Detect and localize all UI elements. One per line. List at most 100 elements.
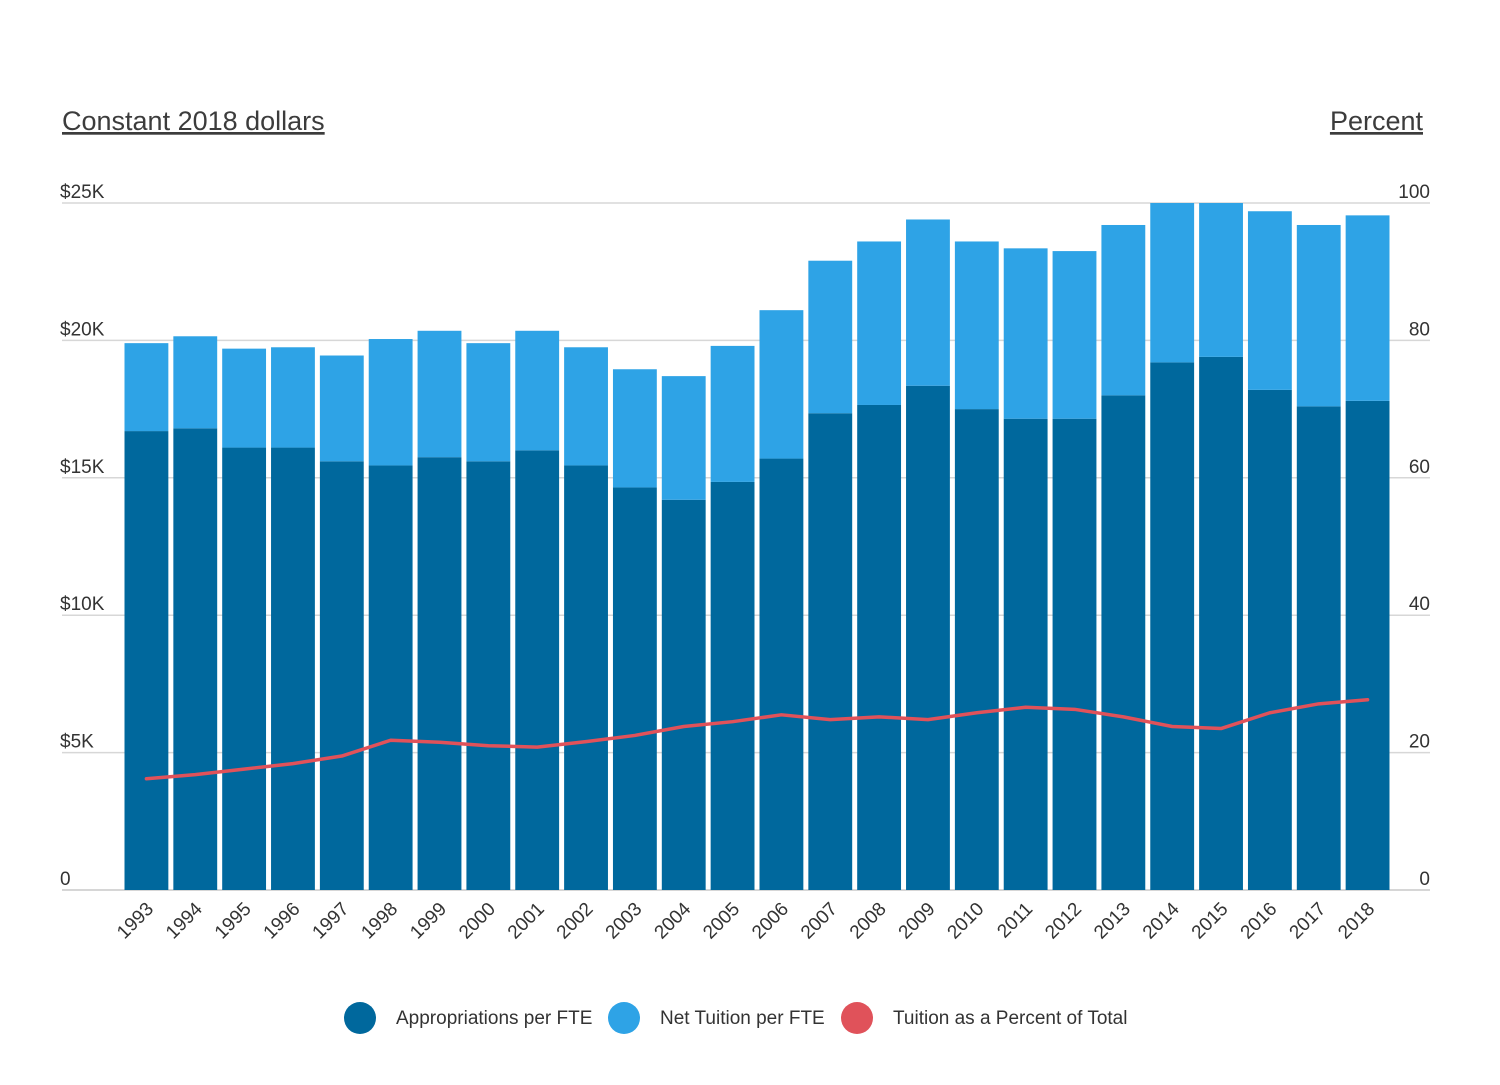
left-tick-label: $20K	[60, 319, 105, 340]
bar-net-tuition	[124, 343, 169, 432]
bar-net-tuition	[1345, 215, 1390, 401]
right-tick-label: 60	[1409, 457, 1430, 478]
x-tick-label: 2009	[895, 899, 940, 944]
x-tick-label: 2015	[1188, 899, 1233, 944]
x-tick-label: 2002	[553, 899, 598, 944]
x-tick-label: 1999	[406, 899, 451, 944]
bar-net-tuition	[319, 355, 364, 462]
percent-line-layer	[144, 697, 1370, 781]
bar-appropriations	[515, 450, 560, 890]
x-tick-label: 2017	[1286, 899, 1331, 944]
bar-appropriations	[1150, 362, 1195, 890]
legend-item-tuition-percent[interactable]: Tuition as a Percent of Total	[841, 1002, 1127, 1034]
bar-appropriations	[661, 499, 706, 890]
x-tick-label: 2016	[1237, 899, 1282, 944]
bar-appropriations	[319, 461, 364, 890]
bar-appropriations	[808, 413, 853, 890]
x-tick-label: 1997	[309, 899, 354, 944]
bar-net-tuition	[1101, 224, 1146, 396]
bar-appropriations	[857, 404, 902, 890]
bar-net-tuition	[222, 348, 267, 448]
x-tick-label: 2003	[602, 899, 647, 944]
x-tick-label: 1993	[113, 899, 158, 944]
bar-net-tuition	[661, 376, 706, 500]
left-tick-label: $15K	[60, 457, 105, 478]
bar-net-tuition	[417, 330, 462, 458]
legend: Appropriations per FTE Net Tuition per F…	[344, 1002, 1127, 1034]
bar-net-tuition	[1247, 211, 1292, 390]
legend-item-net-tuition[interactable]: Net Tuition per FTE	[608, 1002, 825, 1034]
x-tick-label: 2012	[1041, 899, 1086, 944]
bar-appropriations	[1296, 406, 1341, 890]
bar-net-tuition	[759, 310, 804, 459]
bar-net-tuition	[1003, 248, 1048, 419]
bars	[124, 203, 1390, 890]
x-tick-label: 2000	[455, 899, 500, 944]
left-tick-label: $5K	[60, 732, 94, 753]
bar-appropriations	[906, 385, 950, 890]
left-tick-label: 0	[60, 869, 71, 890]
bar-appropriations	[368, 465, 413, 890]
bar-net-tuition	[368, 339, 413, 466]
right-tick-label: 20	[1409, 732, 1430, 753]
bar-appropriations	[1003, 418, 1048, 890]
bar-net-tuition	[612, 369, 657, 488]
bar-appropriations	[1052, 418, 1097, 890]
bar-net-tuition	[710, 345, 755, 482]
legend-marker-net-tuition	[608, 1002, 640, 1034]
bar-net-tuition	[1052, 251, 1097, 419]
bar-net-tuition	[954, 241, 999, 410]
bar-appropriations	[1247, 389, 1292, 890]
x-tick-label: 1998	[357, 899, 402, 944]
x-tick-label: 2008	[846, 899, 891, 944]
bar-net-tuition	[906, 219, 950, 386]
x-tick-label: 1995	[211, 899, 256, 944]
bar-appropriations	[710, 481, 755, 890]
legend-item-appropriations[interactable]: Appropriations per FTE	[344, 1002, 592, 1034]
legend-label-appropriations: Appropriations per FTE	[396, 1008, 592, 1029]
bar-appropriations	[271, 447, 315, 890]
bar-appropriations	[612, 487, 657, 890]
bar-net-tuition	[857, 241, 902, 405]
x-tick-label: 2014	[1139, 898, 1184, 943]
x-tick-label: 2005	[699, 899, 744, 944]
right-tick-label: 0	[1419, 869, 1430, 890]
percent-line	[144, 697, 1370, 781]
x-tick-label: 1994	[162, 898, 207, 943]
right-tick-label: 40	[1409, 594, 1430, 615]
x-axis-labels: 1993 1994 1995 1996 1997 1998 1999 2000 2001 2002…	[113, 898, 1379, 943]
legend-marker-appropriations	[344, 1002, 376, 1034]
bar-net-tuition	[808, 260, 853, 414]
right-axis-title: Percent	[1330, 106, 1424, 136]
bar-net-tuition	[1150, 203, 1195, 363]
legend-label-net-tuition: Net Tuition per FTE	[660, 1008, 825, 1029]
left-tick-label: $10K	[60, 594, 105, 615]
bar-net-tuition	[564, 347, 608, 466]
bar-net-tuition	[1199, 203, 1243, 357]
bar-appropriations	[1101, 395, 1146, 890]
bar-appropriations	[564, 465, 608, 890]
x-tick-label: 1996	[260, 899, 305, 944]
bar-appropriations	[222, 447, 267, 890]
bar-net-tuition	[1296, 224, 1341, 407]
bar-appropriations	[954, 409, 999, 890]
right-tick-label: 100	[1398, 182, 1430, 203]
x-tick-label: 2011	[993, 899, 1037, 943]
x-tick-label: 2010	[944, 899, 989, 944]
right-tick-label: 80	[1409, 319, 1430, 340]
x-tick-label: 2013	[1090, 899, 1135, 944]
bar-appropriations	[173, 428, 218, 890]
legend-label-tuition-percent: Tuition as a Percent of Total	[893, 1008, 1127, 1029]
bar-net-tuition	[515, 330, 560, 451]
bar-appropriations	[466, 461, 511, 890]
left-tick-label: $25K	[60, 182, 105, 203]
left-axis-title: Constant 2018 dollars	[62, 106, 325, 136]
x-tick-label: 2018	[1334, 899, 1379, 944]
axes: Constant 2018 dollars Percent 0 $5K $10K $1…	[60, 106, 1430, 890]
bar-net-tuition	[466, 343, 511, 462]
x-tick-label: 2006	[748, 899, 793, 944]
bar-appropriations	[124, 431, 169, 890]
bar-appropriations	[1199, 356, 1243, 890]
x-tick-label: 2001	[504, 899, 549, 944]
